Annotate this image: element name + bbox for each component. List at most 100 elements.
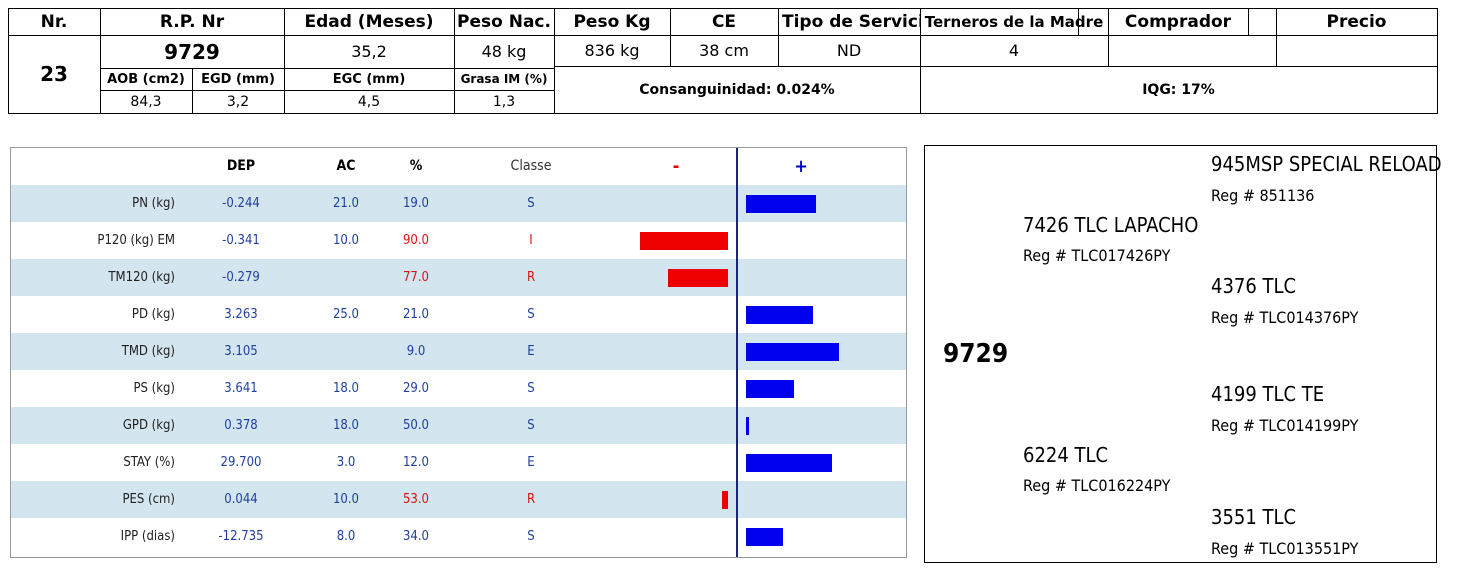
dep-value: 0.044 [224,492,258,507]
iqg-text: IQG: 17% [1142,81,1215,98]
dam-reg: Reg # TLC016224PY [1023,476,1171,495]
pct-header: % [409,158,423,174]
percentile-value: 21.0 [402,307,430,322]
edad-value: 35,2 [351,42,387,61]
classe-value: S [527,307,535,322]
minus-header: - [672,156,680,177]
grid-line [1437,8,1438,114]
trait-label: PN (kg) [132,196,175,211]
egd-label: EGD (mm) [201,71,275,87]
epd-row: PS (kg) 3.641 18.0 29.0 S [11,370,906,407]
percentile-value: 19.0 [402,196,430,211]
epd-axis-line [736,148,738,557]
grid-line [1248,8,1249,35]
epd-bar [746,380,795,398]
edad-label: Edad (Meses) [304,11,434,32]
grid-line [1276,8,1277,66]
plus-header: + [794,156,808,177]
terneros-label: Terneros de la Madre [924,12,1104,31]
rp-label: R.P. Nr [159,11,225,32]
ac-value: 21.0 [332,196,360,211]
epd-row: PN (kg) -0.244 21.0 19.0 S [11,185,906,222]
grasa-value: 1,3 [492,93,516,110]
epd-table: DEP AC % Classe - + PN (kg) -0.244 21.0 19.… [10,147,907,558]
epd-bar [640,232,728,250]
sire-sire-reg: Reg # 851136 [1211,186,1315,205]
dep-value: 3.263 [224,307,258,322]
ac-value: 3.0 [336,455,356,470]
grid-line [8,35,1438,36]
dam-sire-name: 4199 TLC TE [1211,382,1325,406]
lot-header-table: Nr. R.P. Nr Edad (Meses) Peso Nac. Peso … [8,8,1438,114]
epd-bar [746,454,833,472]
ac-header: AC [336,158,356,174]
grid-line [920,8,921,114]
percentile-value: 34.0 [402,529,430,544]
classe-value: I [529,233,533,248]
epd-bar [746,306,813,324]
peso-kg-value: 836 kg [584,41,640,60]
dep-value: 3.105 [224,344,258,359]
peso-nac-value: 48 kg [481,42,527,61]
percentile-value: 9.0 [406,344,426,359]
classe-value: E [527,344,535,359]
lot-number: 23 [40,62,68,86]
animal-id: 9729 [943,339,1009,369]
epd-row: GPD (kg) 0.378 18.0 50.0 S [11,407,906,444]
grid-line [778,8,779,66]
grid-line [1108,8,1109,66]
dep-value: -0.279 [222,270,260,285]
grid-line [8,8,1438,9]
nr-label: Nr. [40,11,68,32]
trait-label: PD (kg) [131,307,175,322]
classe-value: R [526,270,536,285]
ac-value: 18.0 [332,381,360,396]
trait-label: PS (kg) [133,381,175,396]
trait-label: TM120 (kg) [108,270,175,285]
grid-line [284,8,285,114]
sire-dam-name: 4376 TLC [1211,274,1297,298]
grid-line [454,8,455,114]
dep-value: 3.641 [224,381,258,396]
precio-value [1276,35,1437,66]
epd-row: STAY (%) 29.700 3.0 12.0 E [11,444,906,481]
ac-value: 10.0 [332,492,360,507]
percentile-value: 29.0 [402,381,430,396]
percentile-value: 90.0 [402,233,430,248]
pedigree-box: 945MSP SPECIAL RELOAD Reg # 851136 7426 … [924,145,1442,563]
epd-row: IPP (dias) -12.735 8.0 34.0 S [11,518,906,555]
grid-line [554,66,1438,67]
consanguinidad-text: Consanguinidad: 0.024% [639,81,835,98]
aob-value: 84,3 [130,93,162,110]
classe-value: S [527,381,535,396]
grid-line [1078,8,1079,35]
ac-value: 18.0 [332,418,360,433]
epd-row: P120 (kg) EM -0.341 10.0 90.0 I [11,222,906,259]
dep-header: DEP [226,158,256,174]
dam-dam-name: 3551 TLC [1211,505,1297,529]
epd-bar [668,269,728,287]
sire-name: 7426 TLC LAPACHO [1023,213,1199,237]
classe-value: R [526,492,536,507]
sire-sire-name: 945MSP SPECIAL RELOAD [1211,152,1442,176]
percentile-value: 77.0 [402,270,430,285]
precio-label: Precio [1326,11,1387,32]
ce-label: CE [711,11,737,32]
dep-value: 0.378 [224,418,258,433]
egc-label: EGC (mm) [332,71,406,87]
ce-value: 38 cm [699,41,749,60]
grid-line [670,8,671,66]
dep-value: -0.244 [222,196,260,211]
epd-bar [746,528,783,546]
epd-row: TMD (kg) 3.105 9.0 E [11,333,906,370]
ac-value: 8.0 [336,529,356,544]
ac-value: 25.0 [332,307,360,322]
peso-nac-label: Peso Nac. [457,11,551,32]
trait-label: PES (cm) [122,492,175,507]
percentile-value: 12.0 [402,455,430,470]
trait-label: IPP (dias) [120,529,175,544]
grid-line [192,68,193,114]
grid-line [8,113,1438,114]
grid-line [100,8,101,114]
epd-row: PES (cm) 0.044 10.0 53.0 R [11,481,906,518]
